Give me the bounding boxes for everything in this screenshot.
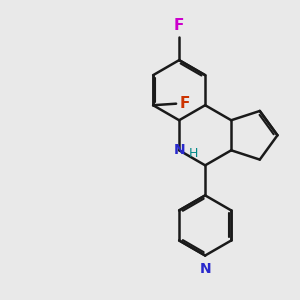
Text: H: H (189, 147, 199, 160)
Text: F: F (174, 18, 184, 33)
Text: N: N (174, 143, 186, 157)
Text: F: F (180, 96, 190, 111)
Text: N: N (200, 262, 211, 276)
